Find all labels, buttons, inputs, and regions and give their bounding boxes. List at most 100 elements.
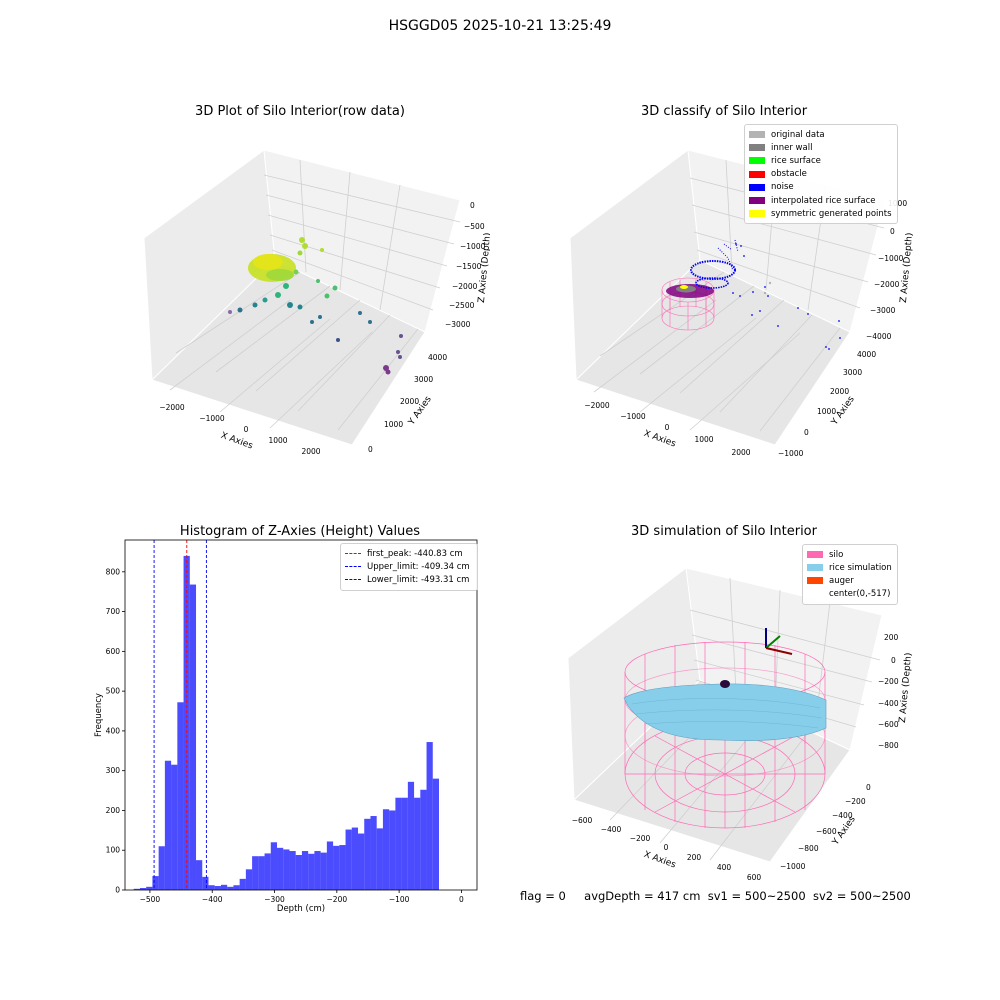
histogram-legend: first_peak: -440.83 cm Upper_limit: -409… bbox=[340, 543, 478, 591]
histogram-xtick-label: −400 bbox=[202, 895, 223, 904]
histogram-bar bbox=[258, 856, 265, 890]
simulation-ytick: 0 bbox=[866, 783, 871, 792]
raw-3d-axis-ticks: −2000 −1000 0 1000 2000 0 1000 2000 3000… bbox=[159, 201, 485, 456]
histogram-ytick-label: 800 bbox=[106, 567, 121, 576]
legend-swatch bbox=[807, 591, 823, 598]
histogram-bar bbox=[152, 876, 159, 890]
histogram-bar bbox=[326, 841, 334, 890]
histogram-xlabel: Depth (cm) bbox=[277, 904, 325, 914]
classify-xlabel: X Axies bbox=[642, 429, 677, 450]
legend-swatch bbox=[807, 551, 823, 559]
histogram-bar bbox=[158, 846, 165, 890]
legend-swatch bbox=[749, 157, 765, 165]
histogram-yticks: 0 100 200 300 400 500 600 700 800 bbox=[106, 567, 125, 895]
legend-entry-interpolated: interpolated rice surface bbox=[749, 194, 893, 207]
raw-ztick: −2000 bbox=[452, 282, 478, 291]
legend-swatch bbox=[807, 577, 823, 585]
histogram-bar bbox=[189, 584, 197, 890]
raw-xtick: −2000 bbox=[159, 403, 185, 412]
histogram-bar bbox=[264, 853, 271, 890]
simulation-ytick: −400 bbox=[832, 811, 853, 820]
histogram-bar bbox=[283, 849, 290, 890]
simulation-ytick: −600 bbox=[816, 827, 837, 836]
classify-silo-wireframe bbox=[661, 277, 715, 331]
histogram-ytick-label: 100 bbox=[106, 846, 121, 855]
simulation-ztick: −200 bbox=[878, 677, 899, 686]
simulation-xtick: 600 bbox=[747, 873, 762, 880]
classify-ztick: −3000 bbox=[870, 306, 896, 315]
raw-ytick: 1000 bbox=[384, 420, 403, 429]
classify-ztick: −2000 bbox=[874, 280, 900, 289]
histogram-bar bbox=[171, 764, 178, 890]
classify-ytick: 4000 bbox=[857, 350, 876, 359]
simulation-panel-title: 3D simulation of Silo Interior bbox=[631, 524, 817, 539]
raw-ztick: −1000 bbox=[460, 242, 486, 251]
raw-3d-grid bbox=[169, 159, 461, 431]
histogram-bar bbox=[196, 860, 203, 890]
figure-suptitle: HSGGD05 2025-10-21 13:25:49 bbox=[388, 18, 612, 34]
histogram-bar bbox=[364, 818, 371, 890]
simulation-xtick: 400 bbox=[717, 863, 732, 872]
histogram-bar bbox=[333, 845, 340, 890]
raw-xtick: 2000 bbox=[301, 447, 320, 456]
legend-line bbox=[345, 553, 361, 555]
histogram-bar bbox=[208, 885, 215, 890]
simulation-ztick: −600 bbox=[878, 720, 899, 729]
raw-3d-panes bbox=[143, 149, 461, 446]
raw-ztick: −1500 bbox=[456, 262, 482, 271]
simulation-ztick: −400 bbox=[878, 699, 899, 708]
classify-ztick: −4000 bbox=[866, 332, 892, 341]
raw-ytick: 3000 bbox=[414, 375, 433, 384]
classify-legend: original data inner wall rice surface ob… bbox=[744, 124, 898, 225]
simulation-xtick: −200 bbox=[630, 834, 651, 843]
histogram-xtick-label: −200 bbox=[327, 895, 348, 904]
rice-simulation-surface bbox=[623, 683, 827, 741]
histogram-bar bbox=[376, 828, 383, 890]
histogram-bar bbox=[389, 810, 396, 890]
auger-axes bbox=[765, 628, 793, 655]
status-sv2: sv2 = 500~2500 bbox=[812, 889, 911, 903]
raw-ytick: 0 bbox=[368, 445, 373, 454]
legend-entry-silo: silo bbox=[807, 548, 893, 561]
histogram-bar bbox=[270, 842, 278, 890]
histogram-bar bbox=[220, 884, 228, 890]
status-flag: flag = 0 bbox=[520, 889, 566, 903]
classify-ytick: −1000 bbox=[778, 449, 804, 458]
simulation-ztick: 0 bbox=[891, 656, 896, 665]
legend-swatch bbox=[749, 131, 765, 139]
simulation-3d-plot: −600 −400 −200 0 200 400 600 −1000 −800 … bbox=[567, 567, 914, 880]
classify-zlabel: Z Axies (Depth) bbox=[899, 232, 915, 303]
simulation-xtick: 200 bbox=[687, 853, 702, 862]
histogram-ylabel: Frequency bbox=[94, 693, 104, 737]
histogram-bar bbox=[146, 886, 153, 890]
legend-line bbox=[345, 566, 361, 568]
raw-3d-plot: −2000 −1000 0 1000 2000 0 1000 2000 3000… bbox=[143, 149, 490, 456]
simulation-axis-ticks: −600 −400 −200 0 200 400 600 −1000 −800 … bbox=[572, 633, 899, 880]
histogram-bar bbox=[320, 852, 327, 890]
classify-ytick: 1000 bbox=[817, 407, 836, 416]
simulation-ztick: 200 bbox=[884, 633, 899, 642]
simulation-ytick: −200 bbox=[845, 797, 866, 806]
histogram-ytick-label: 0 bbox=[115, 886, 120, 895]
histogram-ytick-label: 500 bbox=[106, 687, 121, 696]
histogram-bar bbox=[432, 778, 439, 890]
legend-swatch bbox=[807, 564, 823, 572]
classify-xtick: 1000 bbox=[694, 435, 713, 444]
histogram-bar bbox=[407, 781, 415, 890]
histogram-bar bbox=[370, 816, 377, 890]
simulation-xtick: −400 bbox=[601, 825, 622, 834]
classify-ztick: −1000 bbox=[878, 254, 904, 263]
legend-entry-rice-surface: rice surface bbox=[749, 154, 893, 167]
histogram-bar bbox=[245, 869, 253, 890]
histogram-bar bbox=[252, 856, 259, 890]
histogram-ytick-label: 700 bbox=[106, 607, 121, 616]
histogram-xtick-label: −300 bbox=[264, 895, 285, 904]
classify-ytick: 0 bbox=[804, 428, 809, 437]
histogram-bar bbox=[426, 742, 433, 890]
classify-ztick: 0 bbox=[890, 227, 895, 236]
legend-entry-noise: noise bbox=[749, 181, 893, 194]
legend-swatch bbox=[749, 144, 765, 152]
histogram-bar bbox=[414, 797, 421, 890]
raw-ztick: −3000 bbox=[445, 320, 471, 329]
simulation-ztick: −800 bbox=[878, 741, 899, 750]
